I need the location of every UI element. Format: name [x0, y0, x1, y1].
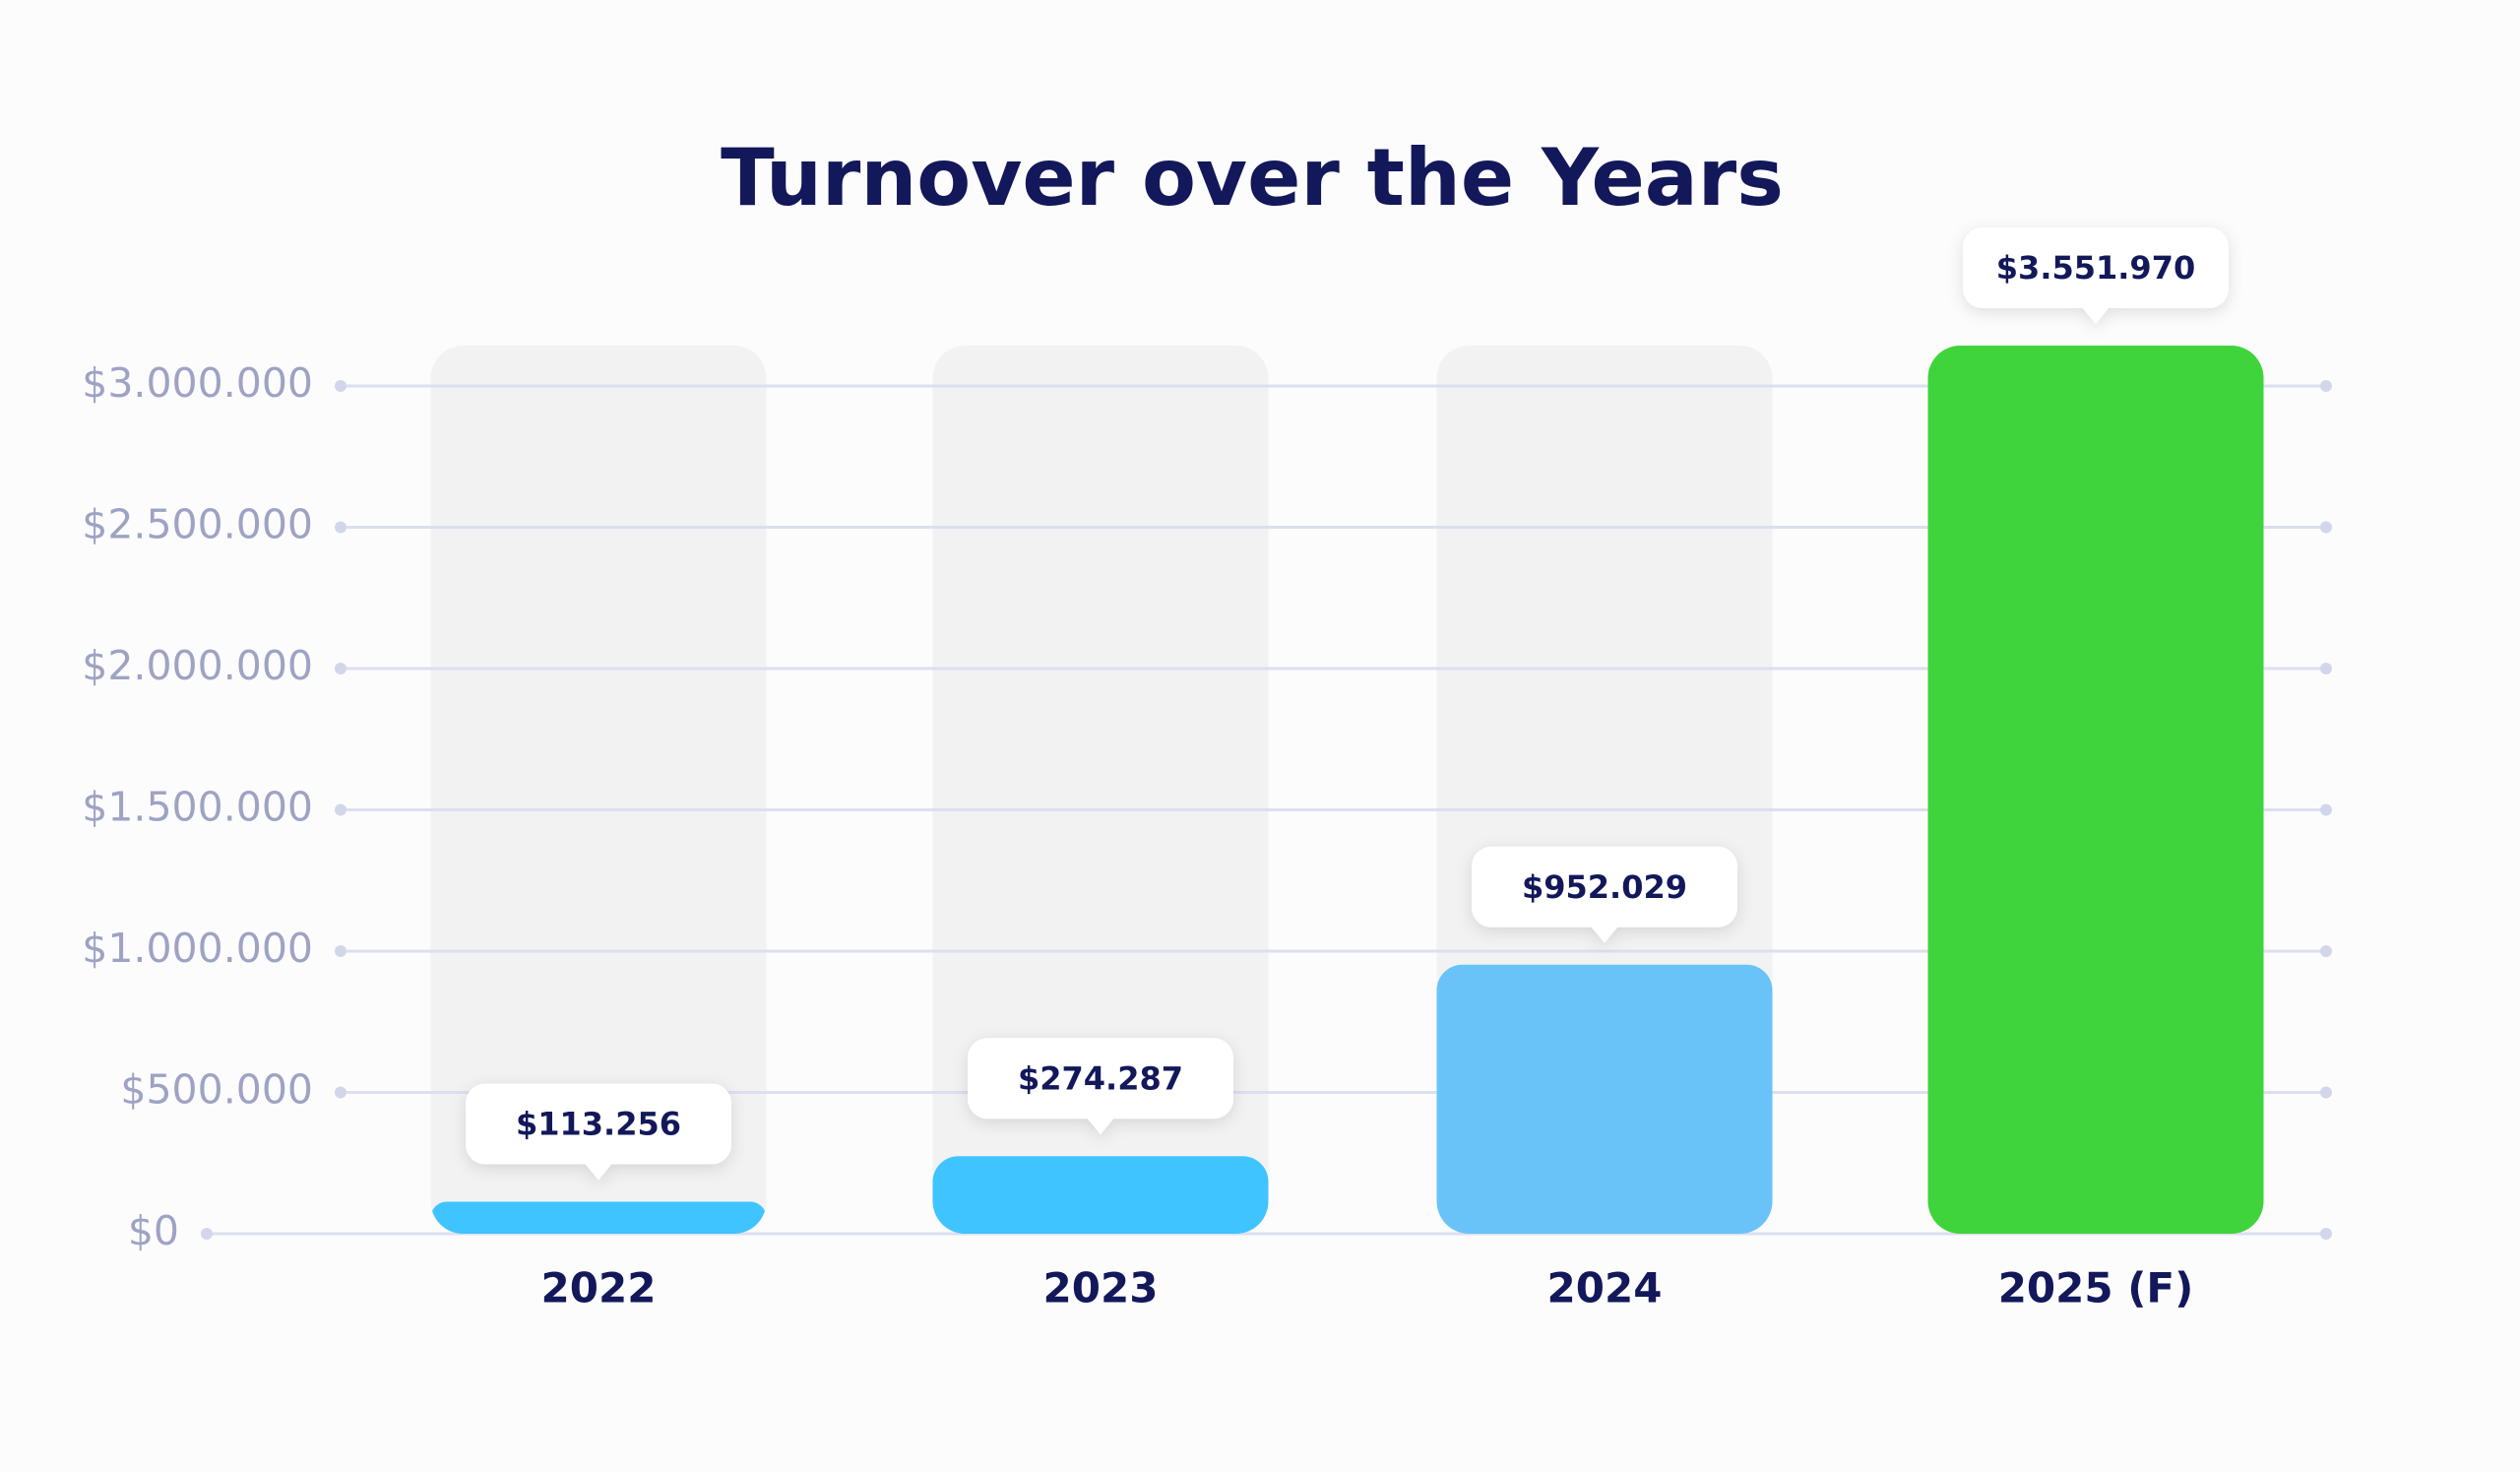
y-tick-label: $1.500.000: [82, 784, 313, 831]
value-bubble: [1963, 227, 2229, 324]
grid-dot: [335, 945, 346, 957]
grid-dot: [335, 521, 346, 534]
data-label: $113.256: [516, 1105, 681, 1142]
y-tick-label: $500.000: [120, 1066, 313, 1114]
grid-dot: [335, 803, 346, 816]
y-tick-label: $2.500.000: [82, 501, 313, 548]
x-tick-label: 2022: [541, 1264, 657, 1312]
value-bubble: [466, 1083, 731, 1181]
grid-dot: [2320, 380, 2332, 392]
grid-dot: [335, 380, 346, 392]
bar: [1436, 964, 1773, 1234]
y-tick-label: $0: [128, 1207, 179, 1254]
grid-dot: [335, 1086, 346, 1099]
grid-dot: [2320, 521, 2332, 534]
y-tick-label: $2.000.000: [82, 642, 313, 689]
value-bubble: [968, 1038, 1233, 1135]
grid-dot: [2320, 945, 2332, 957]
grid-dot: [2320, 663, 2332, 674]
x-tick-label: 2024: [1547, 1264, 1663, 1312]
y-tick-label: $1.000.000: [82, 925, 313, 972]
x-tick-label: 2023: [1043, 1264, 1159, 1312]
x-tick-label: 2025 (F): [1998, 1264, 2194, 1312]
column-background: [932, 346, 1269, 1234]
bar: [1927, 346, 2264, 1234]
data-label: $3.551.970: [1996, 249, 2195, 287]
chart-title: Turnover over the Years: [721, 132, 1784, 224]
grid-dot: [2320, 803, 2332, 816]
grid-dot: [201, 1228, 213, 1240]
column-background: [430, 346, 767, 1234]
bar: [932, 1156, 1269, 1234]
data-label: $274.287: [1018, 1059, 1183, 1097]
data-label: $952.029: [1522, 868, 1687, 906]
grid-dot: [335, 663, 346, 674]
value-bubble: [1472, 846, 1737, 943]
grid-dot: [2320, 1086, 2332, 1099]
bar: [430, 1201, 767, 1234]
grid-dot: [2320, 1228, 2332, 1240]
y-tick-label: $3.000.000: [82, 359, 313, 407]
